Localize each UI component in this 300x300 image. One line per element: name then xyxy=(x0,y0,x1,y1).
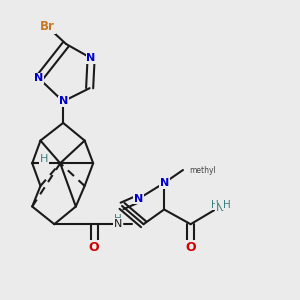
Text: H: H xyxy=(40,154,48,164)
Text: methyl: methyl xyxy=(189,166,216,175)
Text: N: N xyxy=(58,96,68,106)
Text: H: H xyxy=(223,200,230,210)
Text: Br: Br xyxy=(40,20,55,33)
Text: N: N xyxy=(216,203,224,213)
Text: O: O xyxy=(185,241,196,254)
Text: N: N xyxy=(34,74,43,83)
Text: O: O xyxy=(89,241,99,254)
Text: N: N xyxy=(86,53,96,63)
Text: H: H xyxy=(212,200,219,210)
Text: N: N xyxy=(160,178,169,188)
Text: N: N xyxy=(134,194,143,204)
Text: H: H xyxy=(114,214,122,224)
Text: N: N xyxy=(113,219,122,229)
